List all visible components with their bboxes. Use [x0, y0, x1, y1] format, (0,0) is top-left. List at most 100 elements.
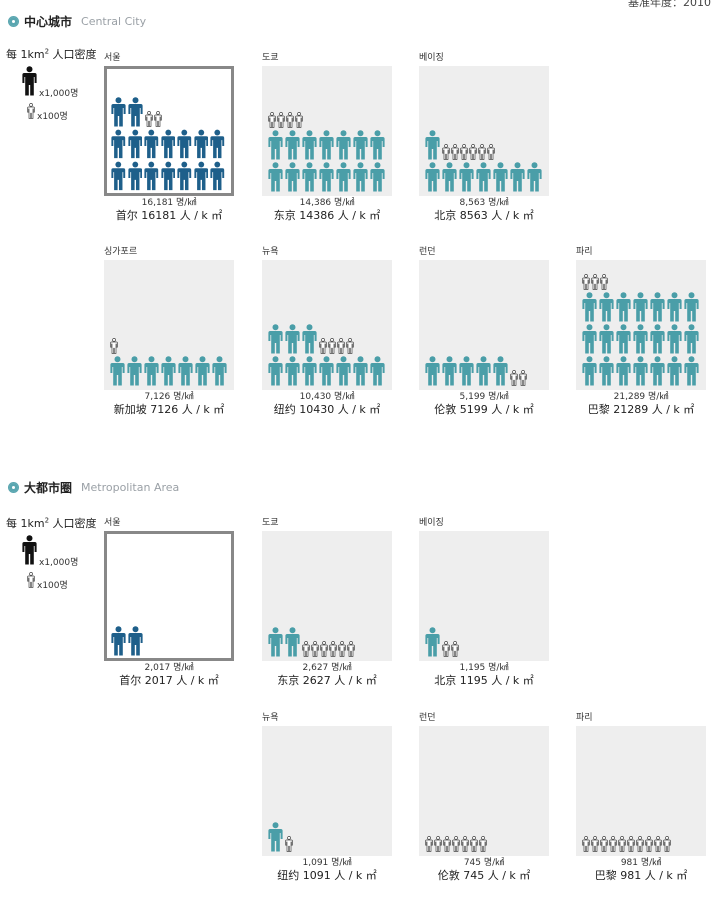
- city-name-ko: 런던: [419, 713, 436, 723]
- person-icon-100: [470, 836, 478, 852]
- density-box: [262, 66, 392, 196]
- person-icon-1000: [268, 356, 283, 386]
- density-label-cn: 巴黎 981 人 / k ㎡: [594, 869, 688, 882]
- person-icon-1000: [195, 356, 210, 386]
- person-icon-100: [487, 144, 495, 160]
- person-icon-1000: [425, 627, 440, 657]
- city-panel-singapore-central: 싱가포르 7,126 명/㎢ 新加坡 7126 人 / k ㎡: [104, 246, 234, 417]
- density-label-cn: 巴黎 21289 人 / k ㎡: [587, 403, 695, 416]
- city-name-ko: 뉴욕: [262, 713, 279, 723]
- large-person-icon: [22, 535, 37, 568]
- density-box: [419, 260, 549, 390]
- person-icon-1000: [285, 130, 300, 160]
- figure-row: [110, 322, 230, 354]
- density-box: [262, 726, 392, 856]
- person-icon-1000: [268, 162, 283, 192]
- person-icon-100: [519, 370, 527, 386]
- person-icon-100: [591, 274, 599, 290]
- person-icon-100: [320, 641, 328, 657]
- density-label-ko: 2,627 명/㎢: [302, 663, 352, 673]
- person-icon-1000: [667, 292, 682, 322]
- legend-big-label: x1,000명: [39, 558, 79, 568]
- person-icon-100: [609, 836, 617, 852]
- density-box: [576, 260, 706, 390]
- person-icon-1000: [111, 129, 126, 159]
- density-box: [104, 66, 234, 196]
- person-icon-100: [110, 338, 118, 354]
- person-icon-100: [442, 641, 450, 657]
- city-panel-newyork-central: 뉴욕 10,430 명/㎢ 纽约 10430 人 / k ㎡: [262, 246, 392, 417]
- density-box: [262, 531, 392, 661]
- person-icon-1000: [599, 356, 614, 386]
- person-icon-1000: [370, 162, 385, 192]
- city-name-ko: 싱가포르: [104, 247, 138, 257]
- person-icon-100: [510, 370, 518, 386]
- circle-bullet-icon: [8, 481, 19, 493]
- figure-row: [111, 127, 227, 159]
- person-icon-1000: [210, 161, 225, 191]
- city-name-ko: 베이징: [419, 518, 444, 528]
- person-icon-100: [277, 112, 285, 128]
- figure-area: [425, 354, 545, 386]
- person-icon-1000: [442, 162, 457, 192]
- person-icon-100: [337, 338, 345, 354]
- section-title-en: Central City: [81, 14, 147, 28]
- person-icon-100: [591, 836, 599, 852]
- section-title-en: Metropolitan Area: [81, 480, 180, 494]
- figure-row: [268, 820, 388, 852]
- figure-row: [582, 290, 702, 322]
- city-name-ko: 서울: [104, 518, 121, 528]
- section-title-cn: 大都市圈: [24, 480, 73, 495]
- person-icon-1000: [268, 822, 283, 852]
- density-label-ko: 14,386 명/㎢: [299, 198, 355, 208]
- density-label-ko: 21,289 명/㎢: [613, 392, 669, 402]
- legend-big-label: x1,000명: [39, 89, 79, 99]
- density-label-ko: 8,563 명/㎢: [459, 198, 509, 208]
- figure-row: [268, 322, 388, 354]
- person-icon-1000: [370, 356, 385, 386]
- person-icon-1000: [268, 324, 283, 354]
- figure-row: [425, 160, 545, 192]
- figure-row: [582, 820, 702, 852]
- figure-row: [425, 625, 545, 657]
- legend-big: x1,000명: [22, 535, 106, 568]
- person-icon-1000: [599, 324, 614, 354]
- city-panel-paris-metro: 파리 981 명/㎢ 巴黎 981 人 / k ㎡: [576, 712, 706, 883]
- person-icon-100: [27, 103, 35, 119]
- city-name-ko: 도쿄: [262, 53, 279, 63]
- person-icon-1000: [616, 292, 631, 322]
- person-icon-1000: [111, 626, 126, 656]
- person-icon-1000: [268, 627, 283, 657]
- section-header-central: 中心城市 Central City: [8, 12, 146, 30]
- figure-row: [582, 322, 702, 354]
- person-icon-100: [295, 112, 303, 128]
- figure-area: [425, 820, 545, 852]
- city-name-ko: 베이징: [419, 53, 444, 63]
- person-icon-100: [582, 836, 590, 852]
- person-icon-1000: [616, 324, 631, 354]
- person-icon-100: [452, 836, 460, 852]
- person-icon-100: [645, 836, 653, 852]
- person-icon-100: [329, 641, 337, 657]
- city-name-ko: 파리: [576, 247, 593, 257]
- density-label-ko: 16,181 명/㎢: [141, 198, 197, 208]
- city-panel-beijing-metro: 베이징 1,195 명/㎢ 北京 1195 人 / k ㎡: [419, 517, 549, 688]
- person-icon-1000: [582, 356, 597, 386]
- person-icon-100: [600, 836, 608, 852]
- density-label-ko: 2,017 명/㎢: [144, 663, 194, 673]
- city-panel-london-central: 런던 5,199 명/㎢ 伦敦 5199 人 / k ㎡: [419, 246, 549, 417]
- city-name-ko: 도쿄: [262, 518, 279, 528]
- person-icon-1000: [370, 130, 385, 160]
- large-person-icon: [22, 66, 37, 99]
- small-outline-person-icon: [27, 103, 35, 122]
- figure-area: [268, 322, 388, 386]
- density-label-ko: 1,195 명/㎢: [459, 663, 509, 673]
- section-title-cn: 中心城市: [24, 14, 73, 29]
- person-icon-1000: [110, 356, 125, 386]
- person-icon-100: [285, 836, 293, 852]
- density-box: [104, 531, 234, 661]
- person-icon-1000: [285, 162, 300, 192]
- person-icon-100: [442, 144, 450, 160]
- density-label-cn: 首尔 2017 人 / k ㎡: [119, 674, 219, 687]
- density-label-cn: 伦敦 5199 人 / k ㎡: [434, 403, 534, 416]
